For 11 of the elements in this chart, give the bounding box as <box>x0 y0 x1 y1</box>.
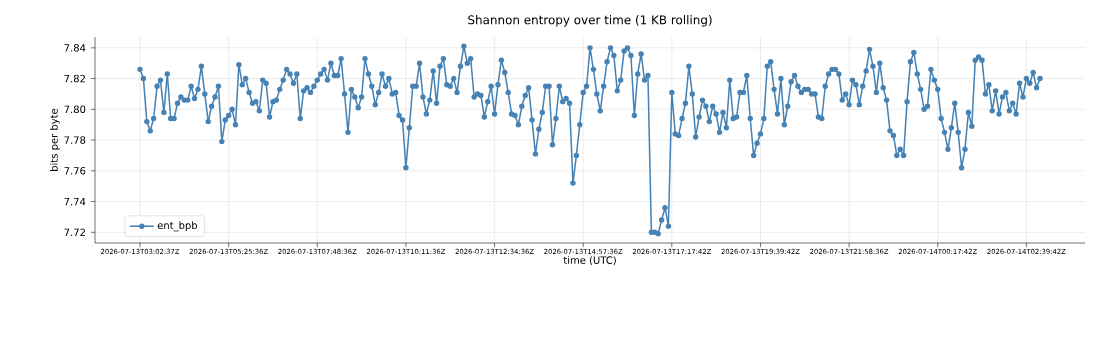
y-tick-label: 7.80 <box>64 105 86 114</box>
y-tick-label: 7.74 <box>64 197 86 206</box>
y-tick-label: 7.82 <box>64 74 85 83</box>
x-axis-title: time (UTC) <box>563 256 616 266</box>
legend-label: ent_bpb <box>157 221 198 232</box>
y-tick-label: 7.84 <box>64 44 86 52</box>
y-tick-label: 7.78 <box>64 136 86 144</box>
y-tick-label: 7.72 <box>64 228 85 236</box>
y-tick-label: 7.76 <box>64 167 86 175</box>
y-axis-title: bits per byte <box>50 108 60 171</box>
chart-title: Shannon entropy over time (1 KB rolling) <box>468 15 712 27</box>
